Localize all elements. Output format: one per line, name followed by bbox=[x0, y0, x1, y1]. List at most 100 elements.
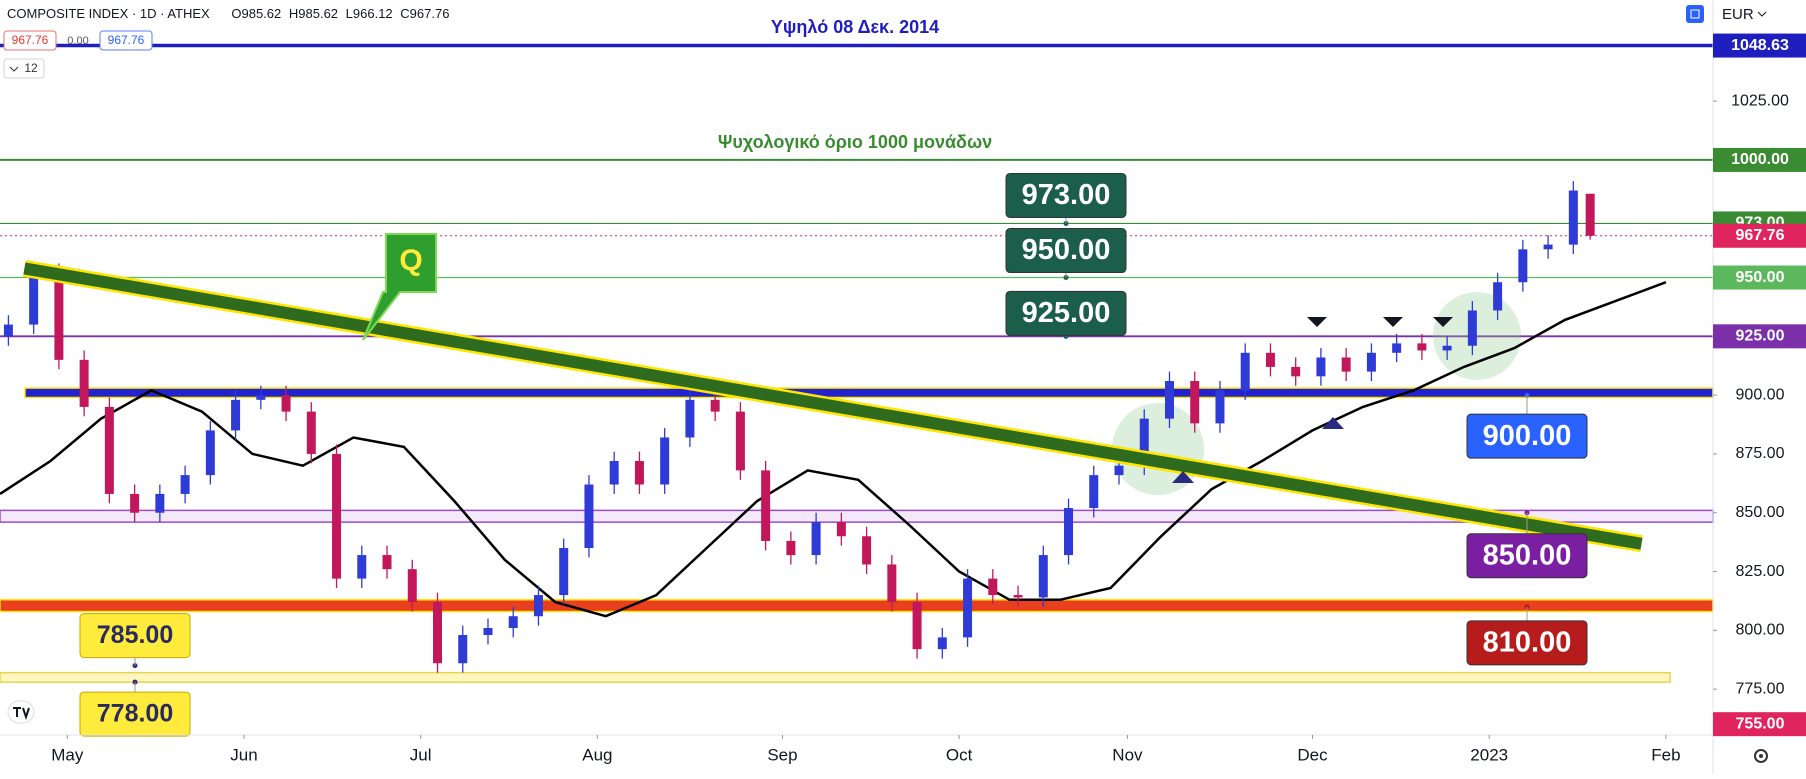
collapse-button[interactable] bbox=[3, 58, 45, 79]
axis-marker-bg bbox=[1713, 712, 1806, 737]
x-tick-label: Dec bbox=[1297, 745, 1328, 764]
candle-body bbox=[685, 399, 695, 438]
up-marker bbox=[1172, 471, 1194, 483]
candle-body bbox=[1518, 249, 1528, 283]
logo bbox=[7, 700, 35, 724]
candle-body bbox=[382, 555, 392, 570]
callout-label: 778.00 bbox=[97, 700, 173, 728]
candle-body bbox=[1493, 282, 1503, 311]
callout-label: 900.00 bbox=[1483, 420, 1572, 452]
candle-body bbox=[912, 602, 922, 650]
y-tick-label: 850.00 bbox=[1736, 504, 1785, 521]
candle-body bbox=[1291, 366, 1301, 377]
candle-body bbox=[357, 555, 367, 579]
logo-glyph bbox=[13, 707, 30, 721]
axes: 1048.63 1000.00 973.00 967.76 950.00 925.00 77… bbox=[51, 33, 1806, 764]
spread: 0.00 bbox=[67, 35, 88, 47]
candle-body bbox=[609, 460, 619, 485]
candle-body bbox=[811, 522, 821, 556]
candle-body bbox=[559, 548, 569, 596]
candle-body bbox=[937, 637, 947, 650]
candle-body bbox=[407, 569, 417, 603]
candle-body bbox=[1215, 390, 1225, 424]
candle-body bbox=[1139, 418, 1149, 466]
callout-box bbox=[1005, 228, 1127, 274]
candle-body bbox=[660, 437, 670, 485]
x-tick-label: Feb bbox=[1651, 745, 1680, 764]
candle-body bbox=[836, 522, 846, 537]
q-callout bbox=[362, 233, 437, 341]
price-label: 967.76 bbox=[1736, 227, 1785, 244]
ohlc-value: 985.62 bbox=[241, 6, 281, 21]
x-tick-label: 2023 bbox=[1470, 745, 1508, 764]
candle-body bbox=[1417, 343, 1427, 351]
zone bbox=[0, 671, 1671, 683]
candle-body bbox=[1265, 352, 1275, 367]
chevron bbox=[9, 66, 19, 72]
ohlc-prefix: L bbox=[346, 6, 353, 21]
level-text: Ψυχολογικό όριο 1000 μονάδων bbox=[718, 132, 992, 152]
icon-glyph bbox=[1690, 9, 1700, 19]
candle-body bbox=[1240, 352, 1250, 391]
trendline bbox=[23, 262, 1643, 550]
callout-box bbox=[79, 691, 191, 737]
up-marker bbox=[1322, 417, 1344, 429]
candle-body bbox=[988, 578, 998, 596]
candle-body bbox=[1543, 244, 1553, 250]
candle-body bbox=[508, 616, 518, 628]
gear-icon[interactable] bbox=[1754, 749, 1768, 763]
candle-body bbox=[1585, 193, 1595, 236]
x-tick-label: Oct bbox=[946, 745, 973, 764]
candle-body bbox=[1064, 508, 1074, 556]
candle-body bbox=[205, 430, 215, 476]
candle-body bbox=[1038, 555, 1048, 598]
x-tick-label: Jun bbox=[230, 745, 257, 764]
candle-body bbox=[180, 475, 190, 494]
callout-label: 973.00 bbox=[1022, 179, 1111, 211]
down-marker bbox=[1433, 317, 1453, 327]
candle-body bbox=[1089, 475, 1099, 509]
ohlc-prefix: C bbox=[400, 6, 409, 21]
currency[interactable]: EUR bbox=[1722, 6, 1754, 23]
candle-body bbox=[735, 411, 745, 471]
buy-price: 967.76 bbox=[108, 33, 145, 47]
callout-label: 850.00 bbox=[1483, 539, 1572, 571]
candle-body bbox=[1013, 595, 1023, 598]
sell-button[interactable] bbox=[3, 30, 57, 51]
candle-body bbox=[1467, 310, 1477, 346]
indicator-count: 12 bbox=[24, 61, 38, 75]
price-label: 950.00 bbox=[1736, 269, 1785, 286]
ohlc-prefix: O bbox=[231, 6, 241, 21]
down-marker bbox=[1383, 317, 1403, 327]
price-label: 1000.00 bbox=[1731, 151, 1789, 168]
candle-body bbox=[1164, 381, 1174, 419]
ohlc-prefix: H bbox=[289, 6, 298, 21]
candle-body bbox=[1366, 352, 1376, 372]
y-tick-label: 775.00 bbox=[1736, 680, 1785, 697]
callout-label: 925.00 bbox=[1022, 297, 1111, 329]
candle-body bbox=[1190, 381, 1200, 424]
x-tick-label: May bbox=[51, 745, 84, 764]
candle-body bbox=[54, 272, 64, 360]
y-tick-label: 800.00 bbox=[1736, 622, 1785, 639]
level-text: Υψηλό 08 Δεκ. 2014 bbox=[771, 17, 939, 37]
candle-body bbox=[584, 484, 594, 549]
sell-price: 967.76 bbox=[12, 33, 49, 47]
callout-box bbox=[1005, 172, 1127, 218]
callout-label: 950.00 bbox=[1022, 234, 1111, 266]
price-label: 1048.63 bbox=[1731, 37, 1789, 54]
callout-label: 785.00 bbox=[97, 621, 173, 649]
candle-body bbox=[710, 399, 720, 412]
candle-body bbox=[786, 540, 796, 556]
header: COMPOSITE INDEX · 1D · ATHEX O985.62 H98… bbox=[7, 6, 449, 21]
candle-body bbox=[332, 453, 342, 579]
chevron bbox=[1757, 11, 1767, 17]
gear bbox=[1754, 749, 1768, 763]
candle-body bbox=[634, 460, 644, 485]
callout-box bbox=[79, 613, 191, 659]
settings-icon[interactable] bbox=[1686, 5, 1704, 23]
candle-body bbox=[483, 627, 493, 636]
buy-button[interactable] bbox=[99, 30, 153, 51]
